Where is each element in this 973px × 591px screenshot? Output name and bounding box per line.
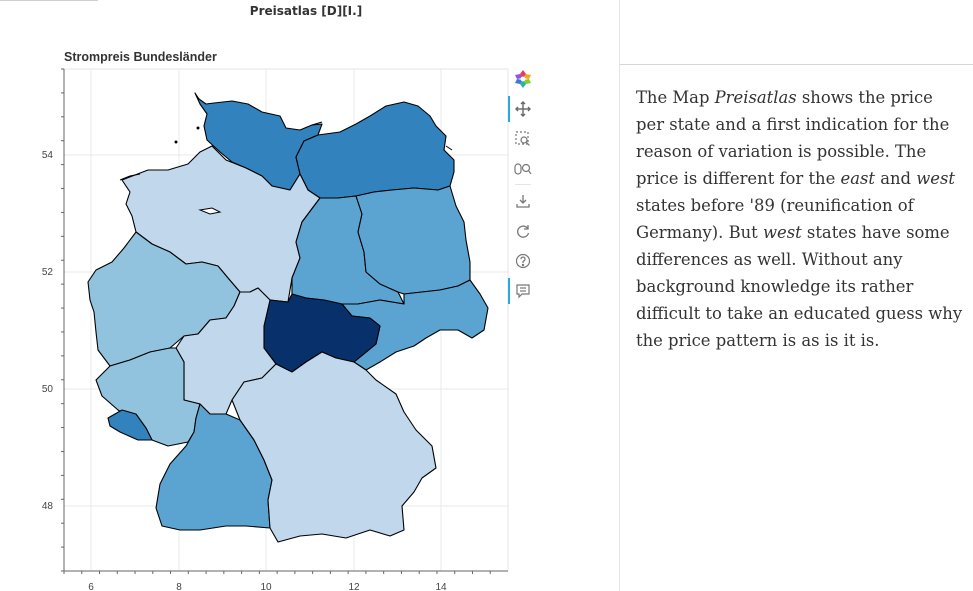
toolbar-separator (515, 184, 531, 185)
pane-divider (619, 0, 620, 591)
bokeh-logo-icon[interactable] (512, 68, 534, 90)
wheel-zoom-tool-icon[interactable] (512, 158, 534, 180)
state-brandenburg[interactable] (355, 185, 471, 295)
desc-text: The Map (636, 88, 715, 107)
desc-emphasis-west-2: west (762, 223, 802, 242)
desc-text: states before '89 (reunification of Germ… (636, 196, 914, 242)
y-tick-label-48: 48 (42, 501, 54, 512)
islands (119, 121, 453, 215)
desc-text: states have some differences as well. Wi… (636, 223, 963, 350)
y-tick-label-50: 50 (42, 384, 54, 395)
y-axis-ticks (61, 68, 64, 572)
desc-emphasis-west: west (916, 169, 955, 188)
save-tool-icon[interactable] (512, 190, 534, 212)
x-tick-label-14: 14 (435, 582, 447, 591)
map-description: The Map Preisatlas shows the price per s… (636, 84, 966, 354)
state-nordrhein-westfalen[interactable] (87, 231, 241, 367)
top-rule (0, 0, 98, 1)
desc-emphasis-east: east (840, 169, 876, 188)
text-pane-rule (620, 64, 973, 65)
desc-emphasis-preisatlas: Preisatlas (714, 88, 797, 107)
x-tick-label-8: 8 (176, 582, 182, 591)
pan-tool-icon[interactable] (508, 96, 534, 122)
box-zoom-tool-icon[interactable] (512, 128, 534, 150)
desc-text: shows the price per state and a first in… (636, 88, 950, 188)
map-title: Strompreis Bundesländer (64, 50, 217, 64)
state-saarland[interactable] (107, 409, 153, 441)
x-tick-label-10: 10 (260, 582, 272, 591)
states-layer (87, 92, 489, 543)
y-tick-label-52: 52 (42, 267, 54, 278)
x-axis-ticks (63, 571, 491, 574)
plot-toolbar (508, 66, 538, 316)
reset-tool-icon[interactable] (512, 220, 534, 242)
map-panel: Preisatlas [D][I.] (0, 0, 620, 591)
hover-tool-icon[interactable] (508, 278, 534, 304)
map-plot[interactable]: 6 8 10 12 14 48 50 52 54 (0, 0, 620, 591)
desc-text: and (875, 169, 917, 188)
help-tool-icon[interactable] (512, 250, 534, 272)
x-tick-label-12: 12 (348, 582, 360, 591)
axes (63, 69, 508, 572)
y-tick-label-54: 54 (42, 150, 54, 161)
x-tick-label-6: 6 (88, 582, 94, 591)
state-bayern[interactable] (231, 351, 437, 543)
page-title: Preisatlas [D][I.] (249, 4, 363, 18)
